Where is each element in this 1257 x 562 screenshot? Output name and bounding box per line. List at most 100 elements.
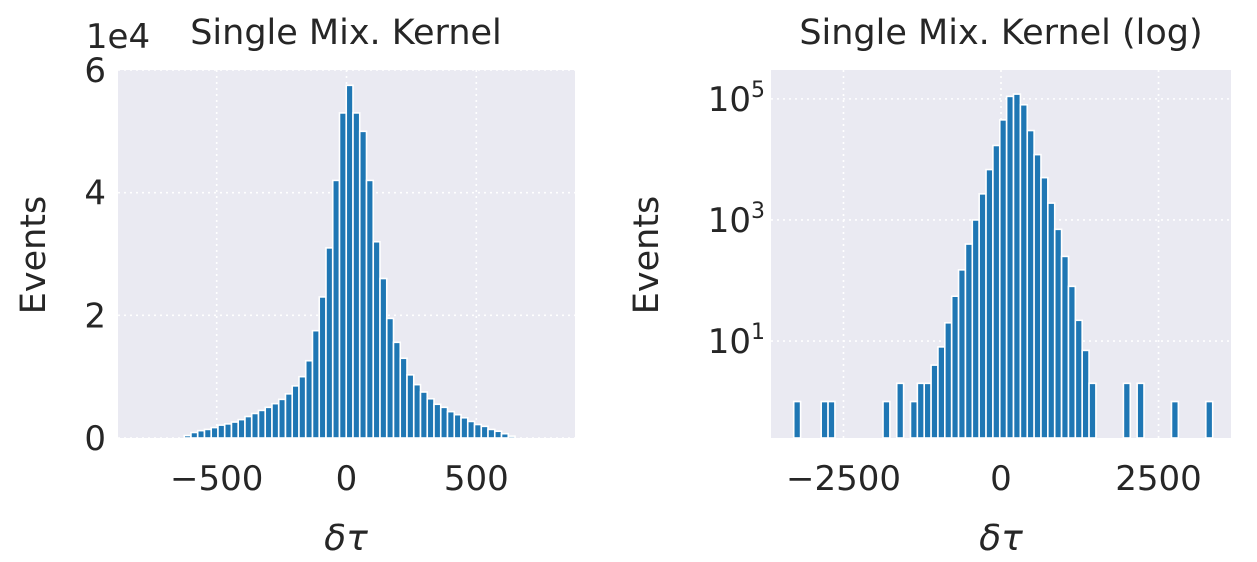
histogram-bar (426, 397, 435, 439)
histogram-bar (950, 295, 960, 439)
histogram-bar (230, 421, 240, 439)
histogram-bar (1040, 176, 1049, 439)
histogram-bar (412, 383, 422, 439)
histogram-bar (493, 430, 503, 439)
histogram-bar (271, 402, 280, 439)
histogram-bar (190, 431, 199, 439)
histogram-bar (284, 393, 294, 439)
histogram-bar (250, 412, 260, 439)
x-tick-label: 0 (336, 459, 358, 499)
y-tick-label: 0 (84, 419, 106, 459)
histogram-bar (203, 428, 213, 439)
histogram-bar (1012, 93, 1022, 439)
y-tick-exponent: 1 (751, 320, 765, 345)
histogram-bar (406, 374, 415, 439)
histogram-bar (1205, 400, 1214, 439)
histogram-bar (311, 329, 321, 439)
x-tick-label: −2500 (786, 459, 901, 499)
histogram-bar (365, 179, 375, 439)
histogram-bar (1067, 285, 1077, 439)
histogram-bar (257, 409, 267, 439)
histogram-bar (916, 382, 926, 439)
histogram-bar (957, 269, 967, 439)
histogram-bar (318, 296, 327, 439)
histogram-bar (998, 119, 1008, 439)
bars-left (183, 84, 516, 439)
histogram-bar (196, 429, 206, 439)
x-tick-label: 0 (990, 459, 1012, 499)
histogram-bar (385, 317, 395, 439)
bars-right (792, 93, 1214, 439)
histogram-bar (480, 425, 489, 439)
xtick-labels-right: −2500 0 2500 (786, 459, 1202, 499)
histogram-bar (1088, 382, 1097, 439)
histogram-bar (1081, 349, 1090, 439)
histogram-bar (372, 240, 381, 439)
histogram-bar (345, 84, 354, 439)
histogram-bar (399, 357, 408, 439)
histogram-bar (446, 410, 456, 439)
y-axis-label-left: Events (14, 196, 54, 315)
histogram-bar (244, 415, 253, 439)
histogram-bar (433, 403, 442, 439)
y-tick-base: 10 (708, 322, 751, 362)
histogram-bar (210, 426, 219, 439)
y-tick-base: 10 (708, 80, 751, 120)
histogram-bar (466, 420, 476, 439)
histogram-bar (277, 398, 287, 439)
histogram-bar (1053, 228, 1063, 439)
histogram-bar (978, 193, 987, 439)
x-tick-label: −500 (170, 459, 263, 499)
x-axis-label-left: δτ (324, 518, 368, 559)
y-tick-label: 101 (708, 320, 765, 362)
histogram-bar (820, 400, 829, 439)
histogram-bar (923, 382, 932, 439)
offset-text-left: 1e4 (86, 17, 150, 57)
histogram-bar (358, 130, 368, 439)
histogram-bar (487, 428, 496, 439)
histogram-bar (1019, 103, 1029, 439)
histogram-bar (453, 413, 462, 439)
histogram-bar (217, 424, 226, 439)
histogram-bar (507, 435, 516, 439)
histogram-bar (1074, 319, 1083, 439)
y-tick-exponent: 5 (751, 78, 765, 103)
histogram-bar (1033, 153, 1042, 439)
histogram-bar (331, 179, 341, 439)
chart-left: 0 2 4 6 −500 0 500 1e4 Single Mix. Kernel Eve… (14, 13, 575, 559)
histogram-bar (291, 385, 300, 439)
histogram-bar (237, 418, 246, 439)
histogram-bar (1047, 202, 1056, 439)
histogram-bar (792, 400, 802, 439)
histogram-bar (460, 416, 469, 439)
histogram-bar (419, 391, 429, 439)
histogram-bar (352, 112, 361, 439)
histogram-bar (264, 406, 273, 439)
histogram-bar (304, 359, 314, 439)
y-tick-label: 103 (708, 199, 765, 241)
histogram-bar (439, 406, 449, 439)
xtick-labels-left: −500 0 500 (170, 459, 509, 499)
histogram-bar (223, 423, 233, 439)
histogram-bar (827, 400, 836, 439)
chart-title-right: Single Mix. Kernel (log) (799, 13, 1202, 53)
histogram-bar (985, 168, 994, 439)
histogram-bar (895, 382, 905, 439)
histogram-bar (183, 434, 192, 439)
histogram-bar (500, 432, 510, 439)
chart-title-left: Single Mix. Kernel (190, 13, 502, 53)
histogram-bar (1122, 382, 1132, 439)
y-axis-label-right: Events (627, 196, 667, 315)
histogram-bar (1005, 95, 1015, 439)
histogram-bar (379, 277, 388, 439)
histogram-bar (473, 423, 483, 439)
ytick-labels-left: 0 2 4 6 (84, 51, 106, 459)
y-tick-exponent: 3 (751, 199, 765, 224)
histogram-bar (1060, 255, 1070, 439)
histogram-bar (1170, 400, 1180, 439)
x-axis-label-right: δτ (979, 518, 1023, 559)
histogram-bar (944, 321, 953, 439)
histogram-bar (992, 144, 1001, 439)
